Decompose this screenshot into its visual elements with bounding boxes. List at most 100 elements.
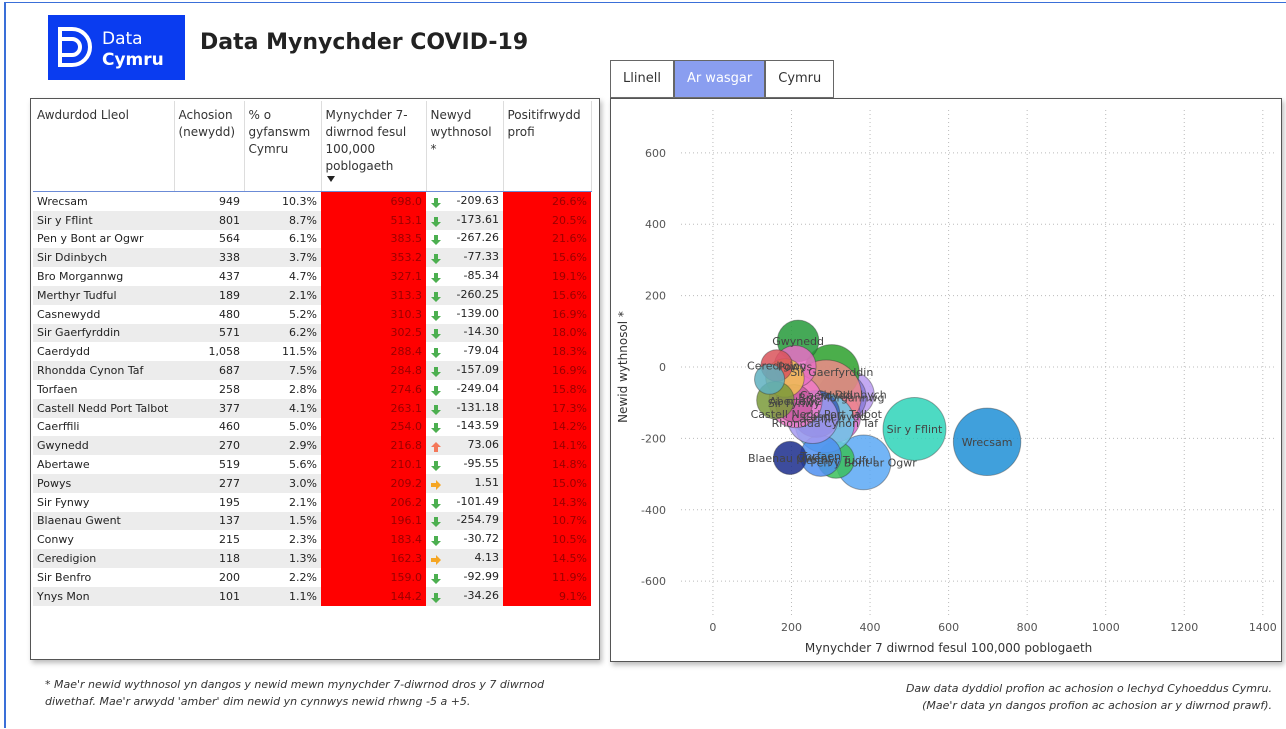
table-cell: 144.2 xyxy=(321,586,426,606)
bubble-label: Powys xyxy=(778,360,812,373)
table-cell: 1.1% xyxy=(244,586,321,606)
arrow-down xyxy=(431,216,441,227)
trend-arrow xyxy=(431,310,441,321)
table-row: Sir Fynwy 195 2.1% 206.2 -101.49 14.3% xyxy=(33,492,591,512)
trend-arrow xyxy=(431,329,441,340)
table-cell: -260.25 xyxy=(426,285,503,305)
trend-arrow xyxy=(431,235,441,246)
table-cell: 1.51 xyxy=(426,473,503,493)
table-cell: 698.0 xyxy=(321,191,426,211)
cell-text: -79.04 xyxy=(463,344,499,358)
logo-icon xyxy=(58,27,92,67)
x-tick-label: 400 xyxy=(860,621,881,634)
tab[interactable]: Ar wasgar xyxy=(673,60,766,98)
table-cell: -157.09 xyxy=(426,361,503,380)
table-cell: 6.1% xyxy=(289,232,317,246)
table-cell: 200 xyxy=(219,570,240,584)
table-cell: 460 xyxy=(219,420,240,434)
table-cell: 18.0% xyxy=(503,323,591,343)
table-row: Sir y Fflint 801 8.7% 513.1 -173.61 20.5% xyxy=(33,210,591,230)
column-header-text: Achosion (newydd) xyxy=(178,108,236,139)
column-header: Newyd wythnosol * xyxy=(426,101,504,192)
table-cell: 3.7% xyxy=(244,248,321,268)
table-cell: 10.5% xyxy=(503,530,591,550)
cell-text: -101.49 xyxy=(456,494,499,508)
arrow-down xyxy=(431,273,441,284)
table-row: Caerdydd 1,058 11.5% 288.4 -79.04 18.3% xyxy=(33,342,591,362)
tabs: Llinell Ar wasgar Cymru xyxy=(610,60,835,98)
table-cell: -101.49 xyxy=(426,493,503,512)
y-tick-label: 200 xyxy=(645,290,666,303)
trend-arrow xyxy=(431,423,441,434)
table-cell: -254.79 xyxy=(426,511,503,531)
sort-indicator xyxy=(326,176,335,182)
trend-arrow xyxy=(431,197,441,208)
cell-text: 4.13 xyxy=(474,551,500,565)
table-cell: -249.04 xyxy=(426,380,503,399)
table-cell: Abertawe xyxy=(37,458,90,472)
logo-text: Cymru xyxy=(102,50,164,70)
bubble-label: Casnewydd xyxy=(803,411,866,424)
tab[interactable]: Llinell xyxy=(610,60,674,98)
table-cell: Sir Fynwy xyxy=(37,495,90,509)
table-cell: 277 xyxy=(174,473,244,493)
table-cell: 513.1 xyxy=(321,210,426,230)
table-cell: 274.6 xyxy=(321,379,426,399)
footnote-line: Daw data dyddiol profion ac achosion o I… xyxy=(905,682,1272,695)
table-cell: 209.2 xyxy=(321,473,426,493)
table-cell: -139.00 xyxy=(426,305,503,324)
table-cell: 26.6% xyxy=(503,191,591,211)
table-cell: Wrecsam xyxy=(37,194,88,208)
table-cell: 17.3% xyxy=(503,398,591,418)
footnote-line: (Mae'r data yn dangos profion ac achosio… xyxy=(922,699,1272,712)
table-cell: 101 xyxy=(174,586,244,606)
table-cell: 263.1 xyxy=(321,398,426,418)
table-cell: -209.63 xyxy=(426,192,503,211)
cell-text: -249.04 xyxy=(456,381,499,395)
x-tick-label: 0 xyxy=(709,621,716,634)
cell-text: -30.72 xyxy=(463,532,499,546)
table-cell: -85.34 xyxy=(426,267,503,286)
bubble-label: Merthyr Tudful xyxy=(796,454,876,467)
table-cell: 15.6% xyxy=(503,248,591,268)
table-row: Ceredigion 118 1.3% 162.3 4.13 14.5% xyxy=(33,549,591,568)
table-cell: -30.72 xyxy=(426,530,503,549)
arrow-right xyxy=(431,479,441,490)
table-cell: Blaenau Gwent xyxy=(33,511,174,531)
x-tick-label: 800 xyxy=(1017,621,1038,634)
table-row: Casnewydd 480 5.2% 310.3 -139.00 16.9% xyxy=(33,304,591,324)
table-panel: Awdurdod Lleol Achosion (newydd) % o gyfan… xyxy=(30,98,600,660)
trend-arrow xyxy=(431,385,441,396)
tab[interactable]: Cymru xyxy=(765,60,835,98)
table-cell: 216.8 xyxy=(321,436,426,456)
table-cell: Gwynedd xyxy=(33,436,174,456)
arrow-up xyxy=(431,442,441,453)
table-row: Sir Benfro 200 2.2% 159.0 -92.99 11.9% xyxy=(33,567,591,587)
table-cell: 302.5 xyxy=(321,323,426,343)
table-cell: Sir Ddinbych xyxy=(33,248,174,268)
arrow-down xyxy=(431,291,441,302)
bubble-label: Abertawe xyxy=(769,395,822,408)
cell-text: -173.61 xyxy=(456,212,499,226)
table-row: Pen y Bont ar Ogwr 564 6.1% 383.5 -267.26 21.… xyxy=(33,229,591,249)
arrow-down xyxy=(431,235,441,246)
cell-text: -77.33 xyxy=(463,250,499,264)
table-row: Sir Ddinbych 338 3.7% 353.2 -77.33 15.6% xyxy=(33,248,591,268)
bubble xyxy=(772,440,807,475)
table-cell: Torfaen xyxy=(37,382,78,396)
chart: -600 -400 -200 0 200 400 600 0 200 400 600 800 1000 1… xyxy=(616,110,1277,655)
y-tick-label: 600 xyxy=(645,147,666,160)
table-cell: 7.5% xyxy=(244,361,321,380)
table-cell: 19.1% xyxy=(503,267,591,286)
table-cell: 310.3 xyxy=(321,304,426,324)
table-cell: 16.9% xyxy=(503,361,591,380)
cell-text: -143.59 xyxy=(456,419,499,433)
table-cell: 254.0 xyxy=(321,417,426,437)
arrow-down xyxy=(431,329,441,340)
trend-arrow xyxy=(431,291,441,302)
table-row: Conwy 215 2.3% 183.4 -30.72 10.5% xyxy=(33,530,591,550)
table-cell: 118 xyxy=(174,549,244,568)
table-cell: 14.8% xyxy=(503,455,591,474)
table-cell: 3.0% xyxy=(244,473,321,493)
column-header-text: % o gyfanswm Cymru xyxy=(248,108,311,156)
